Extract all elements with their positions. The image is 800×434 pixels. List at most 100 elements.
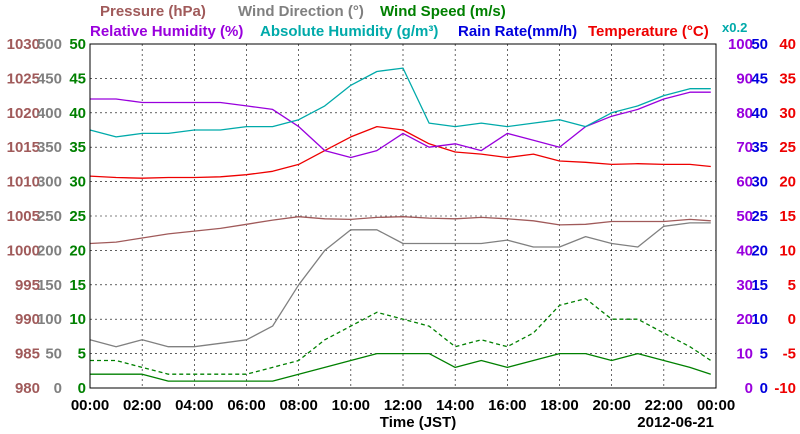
- tick-label-rain: 45: [751, 70, 768, 87]
- tick-label-wind_dir: 450: [37, 70, 62, 87]
- x-tick-label: 16:00: [488, 397, 526, 414]
- axis-labels: 9809859909951000100510101015102010251030…: [7, 36, 796, 414]
- series-line-wind-speed: [90, 352, 712, 382]
- tick-label-wind_dir: 150: [37, 277, 62, 294]
- x-tick-label: 14:00: [436, 397, 474, 414]
- tick-label-pressure: 1005: [7, 208, 40, 225]
- tick-label-temp: 15: [779, 208, 796, 225]
- date-label: 2012-06-21: [637, 414, 714, 431]
- tick-label-humidity: 20: [736, 311, 753, 328]
- tick-label-temp: 30: [779, 105, 796, 122]
- tick-label-pressure: 985: [15, 346, 40, 363]
- x-tick-label: 22:00: [645, 397, 683, 414]
- tick-label-rain: 35: [751, 139, 768, 156]
- tick-label-humidity: 80: [736, 105, 753, 122]
- tick-label-wind_dir: 400: [37, 105, 62, 122]
- tick-label-humidity: 60: [736, 174, 753, 191]
- tick-label-rain: 30: [751, 174, 768, 191]
- tick-label-temp: 5: [788, 277, 796, 294]
- tick-label-pressure: 1015: [7, 139, 40, 156]
- tick-label-humidity: 70: [736, 139, 753, 156]
- legend-absolute-humidity: Absolute Humidity (g/m³): [260, 23, 438, 40]
- grid: [90, 44, 716, 388]
- tick-label-wind_dir: 250: [37, 208, 62, 225]
- tick-label-rain: 15: [751, 277, 768, 294]
- x-tick-label: 02:00: [123, 397, 161, 414]
- legend-wind-speed: Wind Speed (m/s): [380, 3, 506, 20]
- tick-label-temp: 10: [779, 242, 796, 259]
- legend-rain-rate: Rain Rate(mm/h): [458, 23, 577, 40]
- tick-label-rain: 20: [751, 242, 768, 259]
- tick-label-humidity: 100: [728, 36, 753, 53]
- tick-label-wind_speed: 30: [69, 174, 86, 191]
- tick-label-humidity: 0: [745, 380, 753, 397]
- tick-label-pressure: 1020: [7, 105, 40, 122]
- series-line-temperature: [89, 125, 711, 179]
- tick-label-humidity: 10: [736, 346, 753, 363]
- legend-temperature: Temperature (°C): [588, 23, 709, 40]
- tick-label-wind_speed: 20: [69, 242, 86, 259]
- tick-label-pressure: 1025: [7, 70, 40, 87]
- tick-label-humidity: 90: [736, 70, 753, 87]
- tick-label-wind_speed: 0: [78, 380, 86, 397]
- tick-label-pressure: 1030: [7, 36, 40, 53]
- tick-label-wind_dir: 300: [37, 174, 62, 191]
- tick-label-rain: 0: [760, 380, 768, 397]
- x-tick-label: 06:00: [227, 397, 265, 414]
- tick-label-rain: 25: [751, 208, 768, 225]
- series-line-wind-direction: [89, 222, 711, 348]
- tick-label-temp: 35: [779, 70, 796, 87]
- tick-label-rain: 10: [751, 311, 768, 328]
- x-tick-label: 00:00: [697, 397, 735, 414]
- tick-label-wind_dir: 350: [37, 139, 62, 156]
- legend: Pressure (hPa) Wind Direction (°) Wind S…: [90, 3, 747, 40]
- legend-pressure: Pressure (hPa): [100, 3, 206, 20]
- x-tick-label: 00:00: [71, 397, 109, 414]
- tick-label-temp: -5: [783, 346, 796, 363]
- series-line-pressure: [89, 216, 711, 245]
- legend-relative-humidity: Relative Humidity (%): [90, 23, 243, 40]
- legend-wind-direction: Wind Direction (°): [238, 3, 364, 20]
- tick-label-rain: 50: [751, 36, 768, 53]
- series-line-relative-humidity: [90, 91, 711, 159]
- tick-label-wind_speed: 15: [69, 277, 86, 294]
- tick-label-wind_dir: 500: [37, 36, 62, 53]
- tick-label-humidity: 40: [736, 242, 753, 259]
- tick-label-humidity: 50: [736, 208, 753, 225]
- tick-label-pressure: 980: [15, 380, 40, 397]
- tick-label-temp: 20: [779, 174, 796, 191]
- tick-label-pressure: 990: [15, 311, 40, 328]
- tick-label-wind_dir: 0: [54, 380, 62, 397]
- series-line-wind-speed-gust: [90, 297, 712, 375]
- tick-label-wind_speed: 35: [69, 139, 86, 156]
- tick-label-humidity: 30: [736, 277, 753, 294]
- tick-label-temp: 40: [779, 36, 796, 53]
- tick-label-pressure: 1010: [7, 174, 40, 191]
- tick-label-rain: 5: [760, 346, 768, 363]
- tick-label-wind_dir: 200: [37, 242, 62, 259]
- tick-label-wind_speed: 10: [69, 311, 86, 328]
- x-tick-label: 12:00: [384, 397, 422, 414]
- series-lines: [89, 67, 712, 382]
- x-tick-label: 18:00: [540, 397, 578, 414]
- x-tick-label: 20:00: [592, 397, 630, 414]
- tick-label-wind_dir: 50: [45, 346, 62, 363]
- legend-scale-note: x0.2: [722, 20, 747, 35]
- x-tick-label: 04:00: [175, 397, 213, 414]
- tick-label-temp: -10: [774, 380, 796, 397]
- x-tick-label: 10:00: [332, 397, 370, 414]
- x-tick-label: 08:00: [279, 397, 317, 414]
- tick-label-temp: 0: [788, 311, 796, 328]
- tick-label-pressure: 995: [15, 277, 40, 294]
- series-line-absolute-humidity: [89, 67, 711, 138]
- tick-label-wind_speed: 5: [78, 346, 86, 363]
- tick-label-pressure: 1000: [7, 242, 40, 259]
- tick-label-rain: 40: [751, 105, 768, 122]
- tick-label-wind_speed: 45: [69, 70, 86, 87]
- tick-label-wind_speed: 50: [69, 36, 86, 53]
- tick-label-wind_speed: 25: [69, 208, 86, 225]
- x-axis-title: Time (JST): [380, 414, 456, 431]
- tick-label-wind_speed: 40: [69, 105, 86, 122]
- tick-label-temp: 25: [779, 139, 796, 156]
